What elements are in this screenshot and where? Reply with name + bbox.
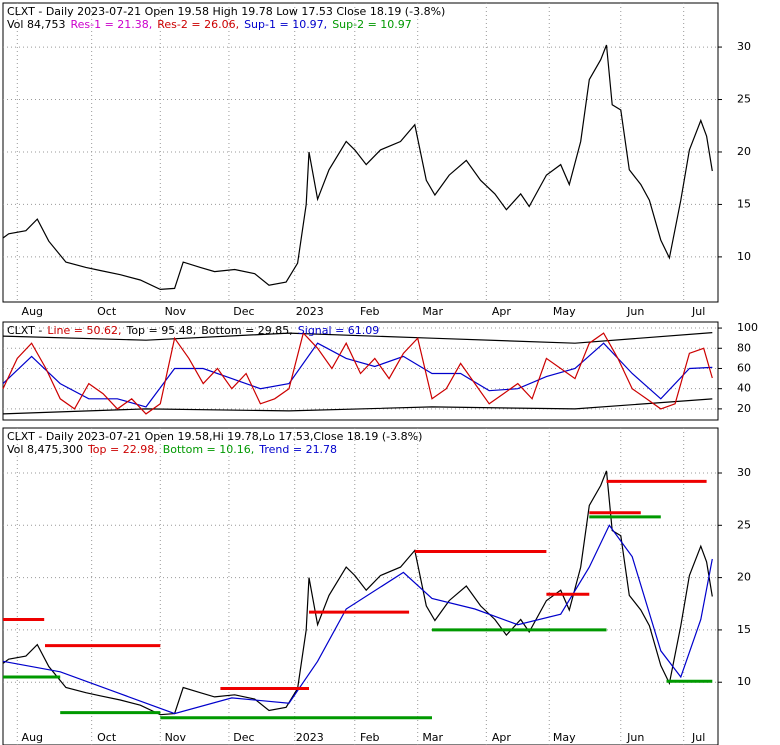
legend-entry: Top = 95.48, <box>125 324 196 337</box>
plot-frame <box>2 427 719 745</box>
legend: CLXT - Daily 2023-07-21 Open 19.58,Hi 19… <box>7 430 422 443</box>
x-tick-label: May <box>553 305 576 318</box>
x-tick-label: Oct <box>97 731 117 744</box>
x-tick-label: Jul <box>691 305 705 318</box>
x-tick-label: Dec <box>233 305 254 318</box>
x-tick-label: Jun <box>626 731 644 744</box>
legend-entry: Vol 8,475,300 <box>7 443 83 456</box>
y-tick-label: 80 <box>737 341 751 354</box>
y-tick-label: 30 <box>737 466 751 479</box>
x-tick-label: Jun <box>626 305 644 318</box>
y-tick-label: 25 <box>737 93 751 106</box>
legend-entry: Vol 84,753 <box>7 18 65 31</box>
legend-entry: CLXT - Daily 2023-07-21 Open 19.58,Hi 19… <box>7 430 422 443</box>
x-tick-label: Apr <box>492 305 512 318</box>
legend-entry: Trend = 21.78 <box>258 443 337 456</box>
legend-entry: Bottom = 10.16, <box>163 443 255 456</box>
series-line <box>2 332 713 344</box>
x-tick-label: 2023 <box>296 305 324 318</box>
y-tick-label: 15 <box>737 623 751 636</box>
legend-entry: Sup-1 = 10.97, <box>244 18 327 31</box>
legend: Vol 84,753 Res-1 = 21.38, Res-2 = 26.06, Su… <box>7 18 412 31</box>
x-tick-label: Mar <box>422 305 443 318</box>
legend-entry: Line = 50.62, <box>47 324 121 337</box>
x-tick-label: May <box>553 731 576 744</box>
series-line <box>2 398 713 415</box>
plot-frame <box>2 321 719 421</box>
y-tick-label: 10 <box>737 250 751 263</box>
x-tick-label: Apr <box>492 731 512 744</box>
x-tick-label: Feb <box>360 731 379 744</box>
y-tick-label: 25 <box>737 518 751 531</box>
series-line <box>2 524 713 715</box>
x-tick-label: Dec <box>233 731 254 744</box>
y-tick-label: 20 <box>737 145 751 158</box>
y-tick-label: 20 <box>737 571 751 584</box>
series-line <box>2 470 713 716</box>
y-tick-label: 30 <box>737 40 751 53</box>
legend-entry: CLXT - <box>7 324 42 337</box>
series-line <box>2 342 713 408</box>
y-tick-label: 100 <box>737 321 758 334</box>
legend-entry: Top = 22.98, <box>87 443 158 456</box>
series-line <box>2 44 713 291</box>
legend-entry: CLXT - Daily 2023-07-21 Open 19.58 High … <box>7 5 445 18</box>
x-tick-label: Nov <box>165 305 187 318</box>
legend: Vol 8,475,300 Top = 22.98, Bottom = 10.16,… <box>7 443 337 456</box>
y-tick-label: 10 <box>737 675 751 688</box>
x-tick-label: Nov <box>165 731 187 744</box>
x-tick-label: Oct <box>97 305 117 318</box>
x-tick-label: Aug <box>22 731 43 744</box>
x-tick-label: Mar <box>422 731 443 744</box>
legend-entry: Res-1 = 21.38, <box>70 18 152 31</box>
x-tick-label: Feb <box>360 305 379 318</box>
legend-entry: Res-2 = 26.06, <box>157 18 239 31</box>
y-tick-label: 60 <box>737 361 751 374</box>
legend: CLXT - Line = 50.62, Top = 95.48, Bottom = … <box>7 324 379 337</box>
x-tick-label: Aug <box>22 305 43 318</box>
y-tick-label: 20 <box>737 402 751 415</box>
y-tick-label: 15 <box>737 197 751 210</box>
y-tick-label: 40 <box>737 382 751 395</box>
x-tick-label: 2023 <box>296 731 324 744</box>
legend: CLXT - Daily 2023-07-21 Open 19.58 High … <box>7 5 445 18</box>
legend-entry: Signal = 61.09 <box>298 324 380 337</box>
plot-frame <box>2 2 719 303</box>
legend-entry: Sup-2 = 10.97 <box>332 18 412 31</box>
series-line <box>2 331 713 415</box>
legend-entry: Bottom = 29.85, <box>201 324 293 337</box>
x-tick-label: Jul <box>691 731 705 744</box>
